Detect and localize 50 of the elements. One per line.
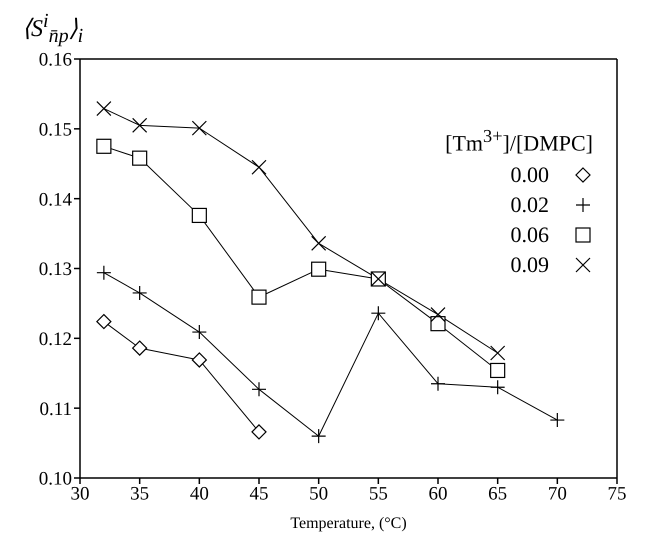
point bbox=[132, 285, 148, 301]
point bbox=[550, 412, 565, 428]
y-tick-label: 0.11 bbox=[39, 398, 72, 420]
y-axis-title: ⟨S$^{i}$$_{n̄p}$⟩$_{i}$ bbox=[22, 10, 84, 48]
point bbox=[192, 324, 207, 340]
point bbox=[192, 352, 207, 368]
x-tick-label: 50 bbox=[309, 483, 328, 504]
point bbox=[251, 160, 267, 175]
point bbox=[96, 265, 112, 280]
x-axis-title: Temperature, (°C) bbox=[290, 515, 407, 532]
point bbox=[96, 138, 112, 154]
point bbox=[370, 306, 386, 321]
x-tick-label: 40 bbox=[190, 483, 209, 504]
legend-label: 0.06 bbox=[510, 222, 549, 248]
legend-label: 0.09 bbox=[510, 252, 549, 278]
y-tick-label: 0.10 bbox=[38, 468, 72, 490]
point bbox=[490, 345, 506, 361]
point bbox=[251, 382, 267, 397]
x-tick-label: 65 bbox=[488, 483, 508, 504]
point bbox=[490, 362, 506, 378]
x-tick-label: 45 bbox=[250, 483, 268, 504]
point bbox=[311, 236, 326, 251]
legend-title: [Tm$^{3+}$]/[DMPC] bbox=[445, 126, 593, 156]
point bbox=[251, 290, 267, 305]
point bbox=[96, 100, 112, 116]
x-tick-label: 60 bbox=[428, 483, 448, 504]
y-tick-label: 0.14 bbox=[38, 189, 72, 210]
x-tick-label: 75 bbox=[608, 483, 626, 504]
point bbox=[132, 150, 148, 166]
y-tick-label: 0.16 bbox=[38, 50, 72, 71]
point bbox=[132, 340, 148, 356]
point bbox=[96, 314, 112, 330]
point bbox=[430, 316, 446, 332]
y-tick-label: 0.15 bbox=[38, 120, 72, 141]
y-tick-label: 0.13 bbox=[38, 259, 72, 280]
point bbox=[192, 208, 207, 224]
x-tick-label: 55 bbox=[368, 483, 388, 504]
x-tick-label: 30 bbox=[70, 483, 90, 504]
legend-label: 0.00 bbox=[510, 162, 549, 188]
x-tick-label: 35 bbox=[130, 483, 150, 504]
point bbox=[430, 376, 446, 392]
x-tick-label: 70 bbox=[548, 483, 567, 504]
point bbox=[311, 262, 326, 277]
point bbox=[192, 120, 207, 136]
point bbox=[311, 428, 326, 444]
point bbox=[132, 118, 148, 133]
point bbox=[430, 306, 446, 322]
legend-label: 0.02 bbox=[510, 192, 549, 218]
y-tick-label: 0.12 bbox=[38, 329, 72, 350]
point bbox=[251, 424, 267, 440]
